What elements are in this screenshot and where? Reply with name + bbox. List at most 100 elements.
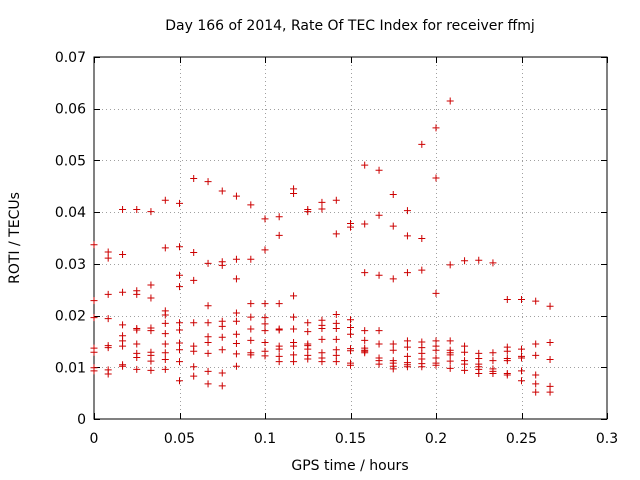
data-point (347, 347, 354, 355)
data-point (389, 275, 397, 283)
data-point (418, 140, 426, 148)
data-point (389, 346, 397, 354)
data-point (176, 199, 183, 207)
data-point (190, 372, 198, 380)
data-point (232, 309, 240, 317)
data-point (204, 302, 212, 310)
data-point (461, 366, 469, 374)
data-point (232, 255, 240, 263)
data-point (218, 322, 226, 330)
data-point (176, 319, 183, 327)
data-point (489, 349, 497, 357)
data-point (190, 347, 198, 355)
data-point (204, 380, 212, 388)
data-point (119, 321, 127, 329)
data-point (389, 191, 397, 199)
data-point (176, 358, 183, 366)
data-point (247, 300, 255, 308)
data-point (176, 326, 183, 334)
data-point (104, 290, 112, 298)
data-point (347, 361, 354, 369)
data-point (546, 302, 554, 310)
data-point (176, 271, 183, 279)
data-point (432, 361, 440, 369)
data-point (403, 232, 411, 240)
data-point (261, 300, 269, 308)
data-point (532, 340, 540, 348)
data-point (403, 337, 411, 345)
data-point (119, 206, 127, 214)
data-point (133, 290, 141, 298)
data-point (104, 254, 112, 262)
data-point (503, 371, 511, 379)
x-tick-label: 0.1 (254, 431, 276, 447)
data-point (332, 230, 340, 238)
y-tick-labels: 0 0.01 0.02 0.03 0.04 0.05 0.06 0.07 (55, 50, 86, 428)
data-point (489, 259, 497, 267)
data-point (261, 338, 269, 346)
data-point (133, 353, 141, 361)
data-point (389, 222, 397, 230)
data-point (361, 349, 369, 357)
data-point (232, 275, 240, 283)
data-point (190, 319, 198, 327)
y-tick-label: 0.03 (55, 257, 86, 273)
data-point (218, 187, 226, 195)
data-point (290, 358, 298, 366)
data-point (247, 325, 255, 333)
data-point (403, 343, 411, 351)
data-point (147, 208, 155, 216)
data-point (304, 328, 312, 336)
data-point (261, 352, 269, 360)
data-point (204, 367, 212, 375)
data-point (532, 297, 540, 305)
y-tick-label: 0.02 (55, 309, 86, 325)
data-point (403, 207, 411, 215)
x-tick-label: 0.05 (164, 431, 195, 447)
data-point (304, 319, 312, 327)
plot-area-border (93, 56, 608, 420)
data-point (176, 339, 183, 347)
data-point (218, 382, 226, 390)
data-point (290, 190, 298, 198)
data-points (90, 97, 554, 396)
data-point (461, 360, 469, 368)
y-tick-label: 0.01 (55, 360, 86, 376)
data-point (518, 296, 525, 304)
data-point (90, 314, 98, 322)
data-point (190, 175, 198, 183)
data-point (389, 340, 397, 348)
data-point (432, 346, 440, 354)
data-point (332, 196, 340, 204)
x-tick-labels: 0 0.05 0.1 0.15 0.2 0.25 0.3 (90, 431, 619, 447)
data-point (418, 235, 426, 243)
data-point (147, 281, 155, 289)
data-point (161, 330, 169, 338)
data-point (104, 370, 112, 378)
data-point (204, 259, 212, 267)
data-point (446, 351, 454, 359)
x-tick-label: 0.2 (425, 431, 447, 447)
y-tick-label: 0 (77, 412, 86, 428)
data-point (147, 357, 155, 365)
data-point (532, 388, 540, 396)
data-point (204, 338, 212, 346)
data-point (503, 347, 511, 355)
data-point (104, 315, 112, 323)
data-point (261, 327, 269, 335)
data-point (232, 317, 240, 325)
data-point (318, 335, 326, 343)
data-point (247, 201, 255, 209)
data-point (432, 174, 440, 182)
data-point (161, 311, 169, 319)
data-point (503, 357, 511, 365)
data-point (332, 358, 340, 366)
data-point (261, 314, 269, 322)
data-point (261, 246, 269, 254)
data-point (176, 346, 183, 354)
data-point (461, 257, 469, 265)
y-tick-label: 0.06 (55, 102, 86, 118)
data-point (147, 327, 155, 335)
data-point (361, 220, 369, 228)
